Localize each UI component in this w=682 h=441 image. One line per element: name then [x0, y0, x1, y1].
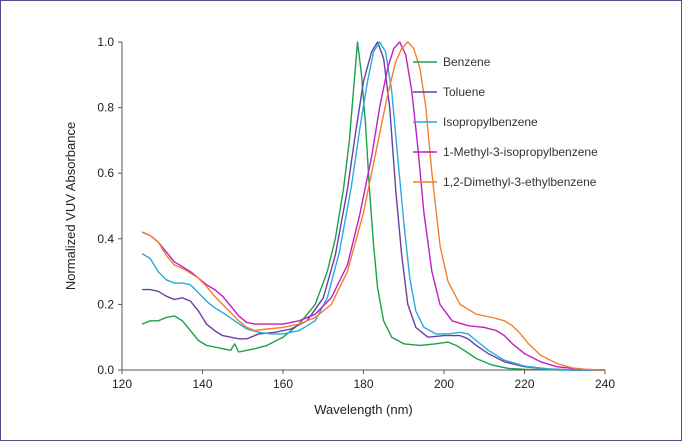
- x-tick-label: 120: [112, 377, 132, 391]
- y-tick-label: 0.2: [97, 297, 114, 311]
- x-tick-label: 140: [192, 377, 212, 391]
- series-line-5: [141, 41, 606, 371]
- legend-label: Isopropylbenzene: [443, 115, 538, 129]
- x-tick-label: 240: [595, 377, 615, 391]
- legend-label: 1-Methyl-3-isopropylbenzene: [443, 145, 598, 159]
- legend-label: 1,2-Dimethyl-3-ethylbenzene: [443, 175, 597, 189]
- x-tick-label: 200: [434, 377, 454, 391]
- series-lines: [141, 41, 606, 371]
- x-axis-title: Wavelength (nm): [314, 402, 413, 417]
- y-tick-label: 0.0: [97, 363, 114, 377]
- x-tick-label: 180: [353, 377, 373, 391]
- x-axis-ticks: 120 140 160 180 200 220 240: [112, 370, 615, 391]
- y-tick-label: 0.4: [97, 232, 114, 246]
- series-line-4: [141, 41, 606, 371]
- series-line-2: [142, 41, 605, 371]
- y-tick-label: 0.6: [97, 166, 114, 180]
- series-line-1: [141, 41, 605, 371]
- y-tick-label: 1.0: [97, 35, 114, 49]
- y-axis-title: Normalized VUV Absorbance: [63, 122, 78, 290]
- y-tick-label: 0.8: [97, 101, 114, 115]
- y-axis-ticks: 0.0 0.2 0.4 0.6 0.8 1.0: [97, 35, 122, 377]
- legend-label: Benzene: [443, 55, 491, 69]
- x-tick-label: 160: [273, 377, 293, 391]
- legend: Benzene Toluene Isopropylbenzene 1-Methyl-3…: [413, 55, 598, 189]
- series-line-3: [141, 41, 605, 371]
- legend-label: Toluene: [443, 85, 485, 99]
- x-tick-label: 220: [514, 377, 534, 391]
